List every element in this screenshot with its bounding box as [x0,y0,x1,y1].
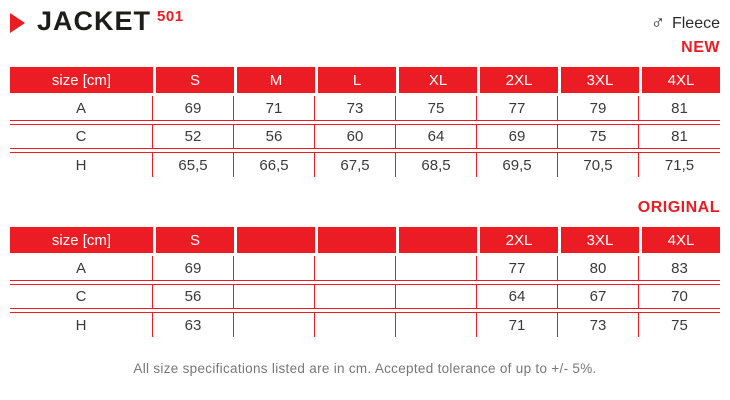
table-row: A 69 71 73 75 77 79 81 [10,96,720,121]
table-row: C 56 64 67 70 [10,284,720,309]
male-icon: ♂ [650,13,665,34]
column-header: size [cm] [10,67,153,93]
size-value-cell: 73 [558,312,639,337]
size-value-cell [396,256,477,281]
size-value-cell [315,312,396,337]
material-label: Fleece [671,14,720,32]
column-header: L [315,67,396,93]
size-value-cell: 71,5 [639,152,720,177]
triangle-bullet-icon [10,12,25,33]
size-value-cell: 68,5 [396,152,477,177]
table-row: A 69 77 80 83 [10,256,720,281]
size-value-cell: 80 [558,256,639,281]
column-header: 3XL [558,227,639,253]
column-header [315,227,396,253]
page-header: JACKET 501 ♂ Fleece [10,8,720,35]
size-value-cell: 77 [477,256,558,281]
table-row: C 52 56 60 64 69 75 81 [10,124,720,149]
size-value-cell: 71 [234,96,315,121]
new-badge: NEW [681,39,720,56]
page-title: JACKET [37,6,152,36]
size-value-cell [234,312,315,337]
column-header: XL [396,67,477,93]
size-value-cell: 67 [558,284,639,309]
column-header: 4XL [639,67,720,93]
size-value-cell [396,284,477,309]
size-value-cell: 66,5 [234,152,315,177]
size-value-cell: 69 [153,256,234,281]
size-value-cell: 64 [396,124,477,149]
size-table-new: size [cm] S M L XL 2XL 3XL 4XL A 69 71 73 75 77 79 81 C 5… [10,64,720,180]
column-header: M [234,67,315,93]
size-value-cell: 75 [558,124,639,149]
size-value-cell: 75 [396,96,477,121]
table-row: H 63 71 73 75 [10,312,720,337]
size-value-cell: 83 [639,256,720,281]
size-table-original: size [cm] S 2XL 3XL 4XL A 69 77 80 83 C 56 64 67 70 H 63… [10,224,720,340]
row-label: C [10,124,153,149]
size-value-cell: 70,5 [558,152,639,177]
column-header [234,227,315,253]
size-value-cell: 69,5 [477,152,558,177]
table-row: H 65,5 66,5 67,5 68,5 69,5 70,5 71,5 [10,152,720,177]
row-label: A [10,256,153,281]
size-value-cell: 71 [477,312,558,337]
size-value-cell [315,256,396,281]
size-value-cell: 56 [153,284,234,309]
size-value-cell: 75 [639,312,720,337]
size-value-cell: 67,5 [315,152,396,177]
model-number: 501 [157,8,184,25]
size-value-cell: 73 [315,96,396,121]
size-value-cell [315,284,396,309]
size-chart-page: JACKET 501 ♂ Fleece NEW size [cm] S M L XL 2X… [10,8,720,376]
row-label: H [10,152,153,177]
size-value-cell: 81 [639,96,720,121]
product-title-group: JACKET 501 [10,8,184,35]
size-value-cell: 77 [477,96,558,121]
column-header: 2XL [477,67,558,93]
column-header [396,227,477,253]
size-value-cell [396,312,477,337]
size-value-cell: 81 [639,124,720,149]
tolerance-note: All size specifications listed are in cm… [133,361,597,376]
table-header-row: size [cm] S M L XL 2XL 3XL 4XL [10,67,720,93]
column-header: S [153,227,234,253]
size-value-cell [234,256,315,281]
column-header: 3XL [558,67,639,93]
size-value-cell: 69 [477,124,558,149]
column-header: 2XL [477,227,558,253]
size-value-cell: 60 [315,124,396,149]
size-value-cell: 65,5 [153,152,234,177]
size-value-cell: 56 [234,124,315,149]
column-header: S [153,67,234,93]
size-value-cell: 70 [639,284,720,309]
row-label: A [10,96,153,121]
row-label: C [10,284,153,309]
table-header-row: size [cm] S 2XL 3XL 4XL [10,227,720,253]
column-header: size [cm] [10,227,153,253]
size-value-cell: 63 [153,312,234,337]
size-value-cell: 69 [153,96,234,121]
row-label: H [10,312,153,337]
column-header: 4XL [639,227,720,253]
size-value-cell: 64 [477,284,558,309]
size-value-cell: 52 [153,124,234,149]
size-value-cell: 79 [558,96,639,121]
size-value-cell [234,284,315,309]
material-group: ♂ Fleece [651,14,720,33]
original-badge: ORIGINAL [637,199,720,216]
